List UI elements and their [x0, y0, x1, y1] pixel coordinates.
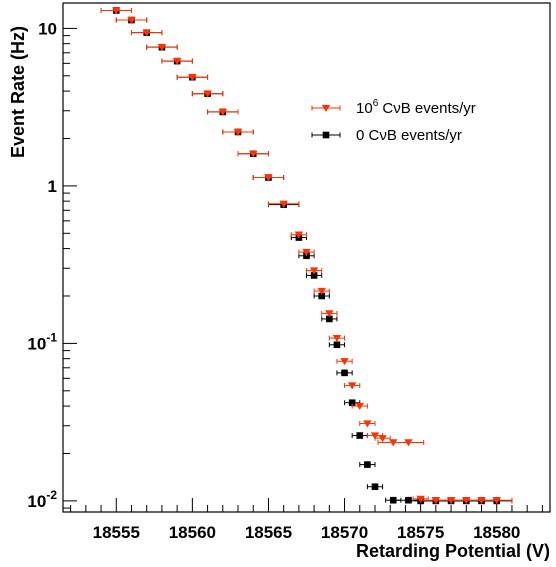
data-point [157, 44, 167, 52]
plot-frame [62, 2, 551, 513]
y-tick-label: 10-1 [27, 330, 57, 353]
data-point [378, 435, 387, 443]
data-point [302, 248, 311, 257]
data-point [356, 432, 364, 439]
x-axis-title: Retarding Potential (V) [356, 541, 550, 561]
data-point [405, 496, 412, 504]
data-point [333, 341, 341, 349]
data-point [348, 399, 356, 407]
data-point [112, 7, 121, 15]
data-point [188, 74, 197, 82]
data-point [294, 231, 304, 239]
data-point [318, 292, 326, 300]
data-point [340, 358, 349, 366]
data-point [326, 315, 333, 323]
series-million-cnb [100, 7, 513, 505]
data-marks-group [100, 7, 513, 505]
data-point [355, 402, 364, 411]
data-point [218, 108, 227, 116]
legend-label: 0 CνB events/yr [356, 127, 462, 144]
data-point [127, 16, 136, 25]
data-point [404, 439, 413, 447]
data-point [341, 369, 348, 377]
data-point [317, 287, 326, 296]
square-marker-icon [322, 131, 330, 139]
data-point [264, 174, 273, 182]
data-point [325, 310, 334, 318]
x-tick-label: 18555 [93, 523, 140, 542]
x-tick-label: 18575 [397, 523, 444, 542]
data-point [332, 334, 342, 343]
data-point [203, 90, 212, 98]
plot-frame-group [62, 2, 551, 513]
y-tick-label: 10 [38, 19, 57, 38]
legend-label: 106 CνB events/yr [356, 98, 476, 117]
data-point [233, 128, 243, 136]
y-tick-label: 1 [48, 177, 57, 196]
data-point [364, 461, 371, 468]
data-point [371, 483, 379, 491]
x-tick-label: 18570 [321, 523, 368, 542]
y-tick-label: 10-2 [27, 488, 57, 511]
tick-labels-group: 18555 18560 18565 18570 18575 18580 10 1 10-1 10-… [27, 19, 520, 542]
data-point [142, 29, 151, 37]
x-tick-label: 18580 [473, 523, 520, 542]
data-point [310, 272, 318, 279]
y-axis-title: Event Rate (Hz) [8, 26, 28, 158]
data-point [347, 382, 357, 390]
data-point [279, 200, 288, 208]
x-tick-label: 18560 [169, 523, 216, 542]
data-point [172, 57, 182, 66]
triangle-marker-icon [321, 104, 331, 112]
data-point [492, 497, 501, 505]
data-point [309, 267, 319, 275]
data-point [363, 420, 372, 428]
data-point [249, 150, 258, 158]
x-tick-label: 18565 [245, 523, 292, 542]
legend: 106 CνB events/yr 0 CνB events/yr [311, 98, 476, 144]
